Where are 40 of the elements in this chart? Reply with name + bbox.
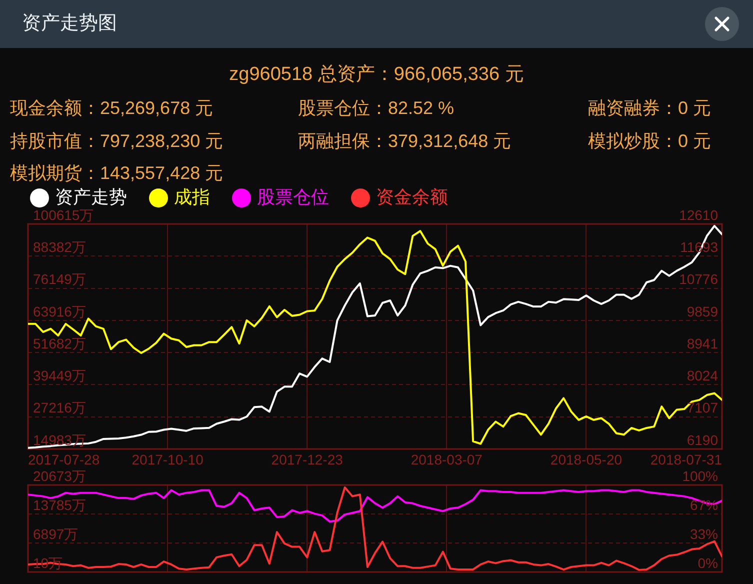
text: 股票仓位：82.52 % [298, 97, 454, 120]
y-tick-label: 13785万 [33, 496, 86, 513]
x-tick-label: 2018-03-07 [410, 451, 483, 468]
y2-tick-label: 9859 [686, 303, 718, 320]
chart-subtitle: zg960518 总资产：966,065,336 元 [229, 64, 524, 85]
y2-tick-label: 33% [690, 526, 718, 542]
y2-tick-label: 8024 [686, 368, 718, 384]
y2-tick-label: 8941 [686, 335, 718, 352]
y2-tick-label: 0% [698, 554, 718, 571]
x-tick-label: 2018-07-31 [650, 451, 722, 468]
text: 持股市值：797,238,230 元 [10, 130, 224, 152]
legend-label: 资产走势 [55, 186, 127, 207]
y2-tick-label: 12610 [679, 206, 718, 223]
legend-label: 资金余额 [376, 186, 448, 207]
legend-label: 股票仓位 [257, 186, 329, 207]
y-tick-label: 27216万 [33, 400, 86, 416]
x-tick-label: 2017-07-28 [28, 451, 100, 468]
title-bar: 资产走势图 [0, 0, 753, 48]
y-tick-label: 63916万 [33, 303, 86, 320]
y-tick-label: 76149万 [33, 271, 86, 288]
y-tick-label: 39449万 [33, 368, 86, 384]
y-tick-label: 20673万 [33, 468, 86, 484]
y2-tick-label: 10776 [679, 271, 718, 288]
x-tick-label: 2018-05-20 [550, 451, 622, 468]
y2-tick-label: 100% [682, 468, 718, 484]
text: 融资融券：0 元 [588, 97, 712, 120]
y-tick-label: 88382万 [33, 239, 86, 255]
y2-tick-label: 6190 [686, 432, 718, 448]
y2-tick-label: 7107 [686, 400, 718, 416]
legend-label: 成指 [174, 186, 210, 207]
chart-title: 资产走势图 [22, 12, 117, 36]
text: 模拟期货：143,557,428 元 [10, 162, 224, 185]
x-tick-label: 2017-12-23 [271, 451, 344, 468]
y-tick-label: 51682万 [33, 335, 86, 352]
y-tick-label: 6897万 [33, 526, 78, 542]
text: 两融担保：379,312,648 元 [298, 130, 512, 152]
text: 模拟炒股：0 元 [588, 130, 712, 152]
y-tick-label: 100615万 [33, 206, 94, 223]
text: 现金余额：25,269,678 元 [10, 97, 214, 120]
x-tick-label: 2017-10-10 [132, 451, 204, 468]
